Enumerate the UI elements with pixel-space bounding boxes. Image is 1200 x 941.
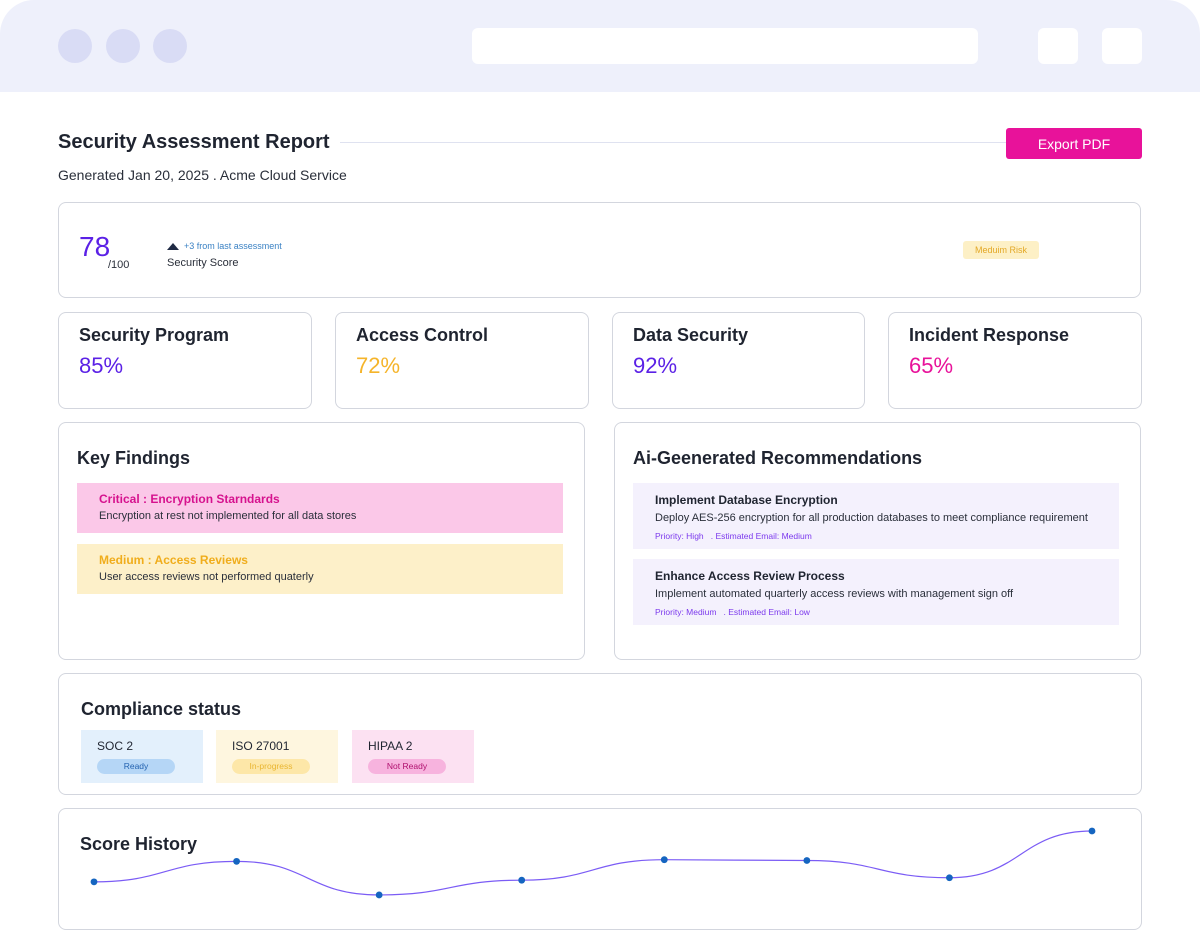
browser-toolbar: [0, 0, 1200, 92]
recommendation-meta: Priority: High . Estimated Email: Medium: [655, 531, 812, 541]
score-history-point[interactable]: [233, 857, 240, 865]
finding-description: User access reviews not performed quater…: [99, 571, 314, 583]
score-label: Security Score: [167, 257, 239, 269]
metric-value: 72%: [356, 353, 401, 378]
recommendation-title: Enhance Access Review Process: [655, 569, 845, 583]
trend-text: +3 from last assessment: [184, 241, 282, 251]
compliance-item-soc2[interactable]: SOC 2 Ready: [81, 730, 203, 783]
title-divider: [340, 142, 1006, 143]
metric-title: Data Security: [633, 325, 749, 345]
metric-card-incident-response: Incident Response 65%: [888, 312, 1142, 409]
score-value: 78: [79, 231, 111, 262]
page-subtitle: Generated Jan 20, 2025 . Acme Cloud Serv…: [58, 167, 347, 183]
score-history-point[interactable]: [1088, 827, 1096, 835]
score-history-point[interactable]: [660, 856, 668, 864]
finding-title: Medium : Access Reviews: [99, 553, 248, 567]
recommendation-description: Implement automated quarterly access rev…: [655, 588, 1014, 600]
finding-critical[interactable]: Critical : Encryption Starndards Encrypt…: [77, 483, 563, 533]
finding-medium[interactable]: Medium : Access Reviews User access revi…: [77, 544, 563, 594]
score-history-card: Score History: [58, 808, 1142, 930]
window-dot-icon: [106, 29, 140, 63]
compliance-card: Compliance status SOC 2 Ready ISO 27001 …: [58, 673, 1142, 795]
metric-title: Security Program: [79, 325, 230, 345]
score-history-line: [93, 830, 1093, 896]
section-title: Ai-Geenerated Recommendations: [633, 448, 923, 468]
score-history-point[interactable]: [518, 876, 526, 884]
export-pdf-button[interactable]: Export PDF: [1006, 128, 1142, 159]
score-history-point[interactable]: [803, 857, 811, 864]
metric-value: 85%: [79, 353, 124, 378]
score-history-point[interactable]: [90, 878, 98, 886]
finding-description: Encryption at rest not implemented for a…: [99, 510, 357, 522]
window-dot-icon: [58, 29, 92, 63]
metric-title: Incident Response: [909, 325, 1070, 345]
metric-card-security-program: Security Program 85%: [58, 312, 312, 409]
score-history-point[interactable]: [946, 874, 953, 882]
metric-value: 65%: [909, 353, 954, 378]
recommendation-item[interactable]: Implement Database Encryption Deploy AES…: [633, 483, 1119, 549]
compliance-name: HIPAA 2: [368, 739, 413, 753]
browser-action-button[interactable]: [1102, 28, 1142, 64]
browser-action-button[interactable]: [1038, 28, 1078, 64]
score-history-chart: [90, 827, 1096, 899]
recommendation-title: Implement Database Encryption: [655, 493, 838, 507]
score-history-point[interactable]: [375, 891, 383, 899]
metric-title: Access Control: [356, 325, 489, 345]
section-title: Key Findings: [77, 448, 191, 468]
security-score-card: 78 /100 +3 from last assessment Security…: [58, 202, 1141, 298]
compliance-name: ISO 27001: [232, 739, 290, 753]
compliance-item-iso27001[interactable]: ISO 27001 In-progress: [216, 730, 338, 783]
recommendations-card: Ai-Geenerated Recommendations Implement …: [614, 422, 1141, 660]
address-bar[interactable]: [472, 28, 978, 64]
status-badge: Ready: [97, 759, 175, 774]
status-badge: In-progress: [232, 759, 310, 774]
metric-value: 92%: [633, 353, 678, 378]
page-title: Security Assessment Report: [58, 131, 330, 153]
finding-title: Critical : Encryption Starndards: [99, 492, 280, 506]
status-badge: Not Ready: [368, 759, 446, 774]
risk-badge: Meduim Risk: [963, 241, 1039, 259]
window-dot-icon: [153, 29, 187, 63]
section-title: Compliance status: [81, 699, 242, 719]
recommendation-item[interactable]: Enhance Access Review Process Implement …: [633, 559, 1119, 625]
score-max: /100: [108, 259, 130, 271]
score-trend: +3 from last assessment: [167, 241, 282, 251]
key-findings-card: Key Findings Critical : Encryption Starn…: [58, 422, 585, 660]
compliance-item-hipaa2[interactable]: HIPAA 2 Not Ready: [352, 730, 474, 783]
recommendation-meta: Priority: Medium . Estimated Email: Low: [655, 607, 810, 617]
metric-card-data-security: Data Security 92%: [612, 312, 865, 409]
section-title: Score History: [80, 834, 198, 854]
recommendation-description: Deploy AES-256 encryption for all produc…: [655, 512, 1088, 524]
compliance-name: SOC 2: [97, 739, 134, 753]
trend-up-icon: [167, 243, 179, 250]
metric-card-access-control: Access Control 72%: [335, 312, 589, 409]
